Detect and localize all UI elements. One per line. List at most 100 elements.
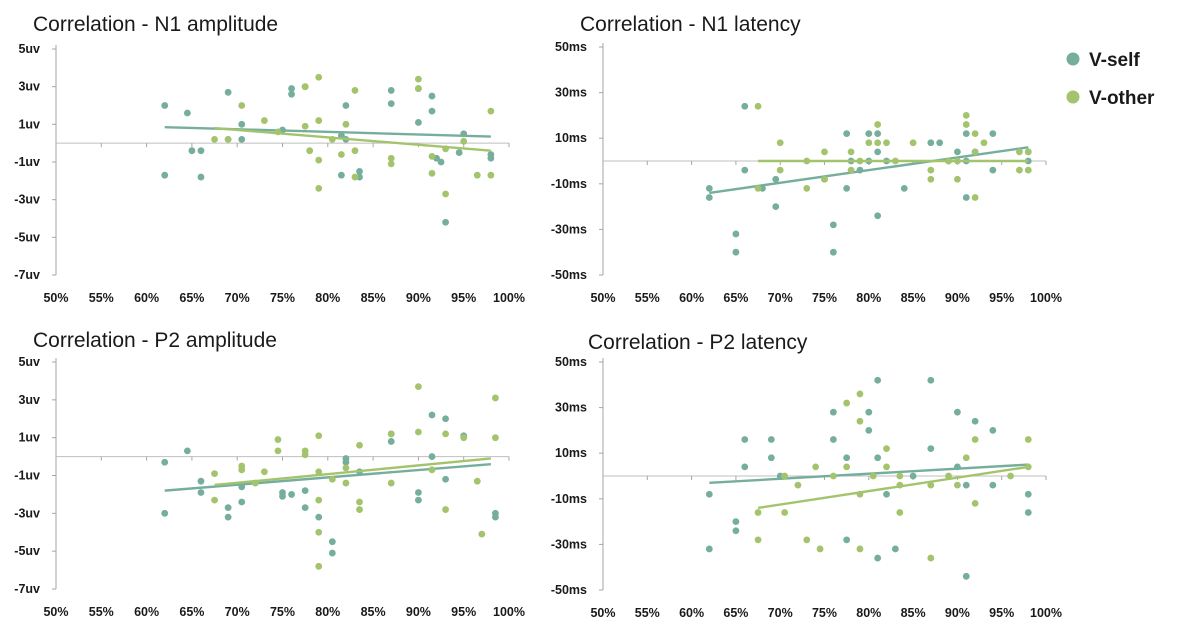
x-tick-label: 55% xyxy=(635,606,660,620)
data-point-v-self xyxy=(989,427,997,434)
data-point-v-self xyxy=(954,408,961,416)
y-tick-label: 10ms xyxy=(555,131,587,145)
data-point-v-other xyxy=(962,454,970,462)
data-point-v-other xyxy=(356,441,363,449)
x-tick-label: 65% xyxy=(179,291,204,305)
data-point-v-other xyxy=(1024,436,1032,443)
data-point-v-self xyxy=(954,148,961,156)
data-point-v-self xyxy=(328,549,336,557)
data-point-v-self xyxy=(288,85,295,92)
data-point-v-other xyxy=(342,479,350,487)
x-tick-label: 65% xyxy=(723,606,748,620)
data-point-v-other xyxy=(803,184,811,192)
data-point-v-other xyxy=(856,490,864,498)
x-tick-label: 80% xyxy=(315,291,340,305)
data-point-v-other xyxy=(980,139,988,147)
data-point-v-self xyxy=(989,166,997,174)
data-point-v-other xyxy=(847,148,855,156)
data-point-v-self xyxy=(442,415,449,423)
data-point-v-self xyxy=(962,194,970,201)
data-point-v-self xyxy=(183,447,191,455)
legend-label-v-self: V-self xyxy=(1089,50,1140,71)
data-point-v-self xyxy=(829,221,837,229)
data-point-v-self xyxy=(767,454,775,462)
data-point-v-self xyxy=(989,481,997,489)
x-tick-label: 80% xyxy=(315,605,340,619)
data-point-v-other xyxy=(896,481,904,489)
data-point-v-other xyxy=(315,156,323,164)
data-point-v-other xyxy=(415,383,422,390)
data-point-v-other xyxy=(387,479,395,487)
y-tick-label: 1uv xyxy=(18,117,40,131)
x-tick-label: 60% xyxy=(134,605,159,619)
data-point-v-self xyxy=(238,498,246,506)
data-point-v-self xyxy=(865,130,873,138)
data-point-v-other xyxy=(428,152,436,160)
data-point-v-self xyxy=(288,90,295,98)
data-point-v-self xyxy=(732,527,740,535)
data-point-v-self xyxy=(161,171,169,179)
data-point-v-self xyxy=(437,158,445,166)
data-point-v-self xyxy=(183,109,191,117)
data-point-v-other xyxy=(460,434,468,442)
data-point-v-self xyxy=(909,472,917,480)
data-point-v-other xyxy=(301,451,309,459)
y-tick-label: 1uv xyxy=(18,431,40,445)
x-tick-label: 70% xyxy=(768,606,793,620)
x-tick-label: 50% xyxy=(590,606,615,620)
data-point-v-other xyxy=(1024,463,1032,471)
x-tick-label: 100% xyxy=(493,291,525,305)
data-point-v-self xyxy=(161,509,169,517)
data-point-v-other xyxy=(891,157,899,165)
chart-title: Correlation - N1 amplitude xyxy=(33,13,278,36)
data-point-v-self xyxy=(874,130,882,138)
data-point-v-self xyxy=(460,130,468,138)
data-point-v-self xyxy=(705,545,713,553)
x-tick-label: 75% xyxy=(812,291,837,305)
data-point-v-other xyxy=(274,436,282,443)
data-point-v-self xyxy=(741,463,749,471)
data-point-v-other xyxy=(962,121,970,128)
data-point-v-self xyxy=(843,130,851,138)
data-point-v-self xyxy=(927,445,935,453)
data-point-v-self xyxy=(442,475,449,483)
data-point-v-other xyxy=(387,154,395,162)
data-point-v-self xyxy=(1024,490,1032,498)
data-point-v-self xyxy=(927,139,935,147)
data-point-v-other xyxy=(301,122,309,130)
data-point-v-other xyxy=(342,464,350,472)
x-tick-label: 90% xyxy=(945,291,970,305)
x-tick-label: 55% xyxy=(635,291,660,305)
data-point-v-other xyxy=(856,545,864,553)
data-point-v-self xyxy=(1024,509,1032,516)
y-tick-label: -10ms xyxy=(551,492,587,506)
data-point-v-self xyxy=(188,147,196,155)
data-point-v-other xyxy=(487,107,495,115)
y-tick-label: -3uv xyxy=(14,193,40,207)
y-tick-label: -1uv xyxy=(14,155,40,169)
x-tick-label: 100% xyxy=(493,605,525,619)
x-tick-label: 95% xyxy=(989,606,1014,620)
x-tick-label: 75% xyxy=(812,606,837,620)
data-point-v-self xyxy=(732,230,740,238)
x-tick-label: 80% xyxy=(856,606,881,620)
y-tick-label: -30ms xyxy=(551,537,587,551)
data-point-v-other xyxy=(896,472,904,480)
data-point-v-self xyxy=(279,492,286,500)
data-point-v-other xyxy=(954,175,961,183)
x-tick-label: 60% xyxy=(679,291,704,305)
data-point-v-self xyxy=(989,130,997,138)
data-point-v-self xyxy=(874,554,882,562)
data-point-v-other xyxy=(869,472,877,480)
data-point-v-other xyxy=(387,430,395,438)
data-point-v-other xyxy=(803,157,811,165)
data-point-v-self xyxy=(874,376,882,384)
data-point-v-self xyxy=(301,487,309,495)
x-tick-label: 70% xyxy=(225,291,250,305)
data-point-v-other xyxy=(274,447,282,455)
data-point-v-self xyxy=(455,149,463,156)
data-point-v-self xyxy=(387,438,395,445)
x-tick-label: 70% xyxy=(225,605,250,619)
data-point-v-other xyxy=(1007,472,1014,480)
